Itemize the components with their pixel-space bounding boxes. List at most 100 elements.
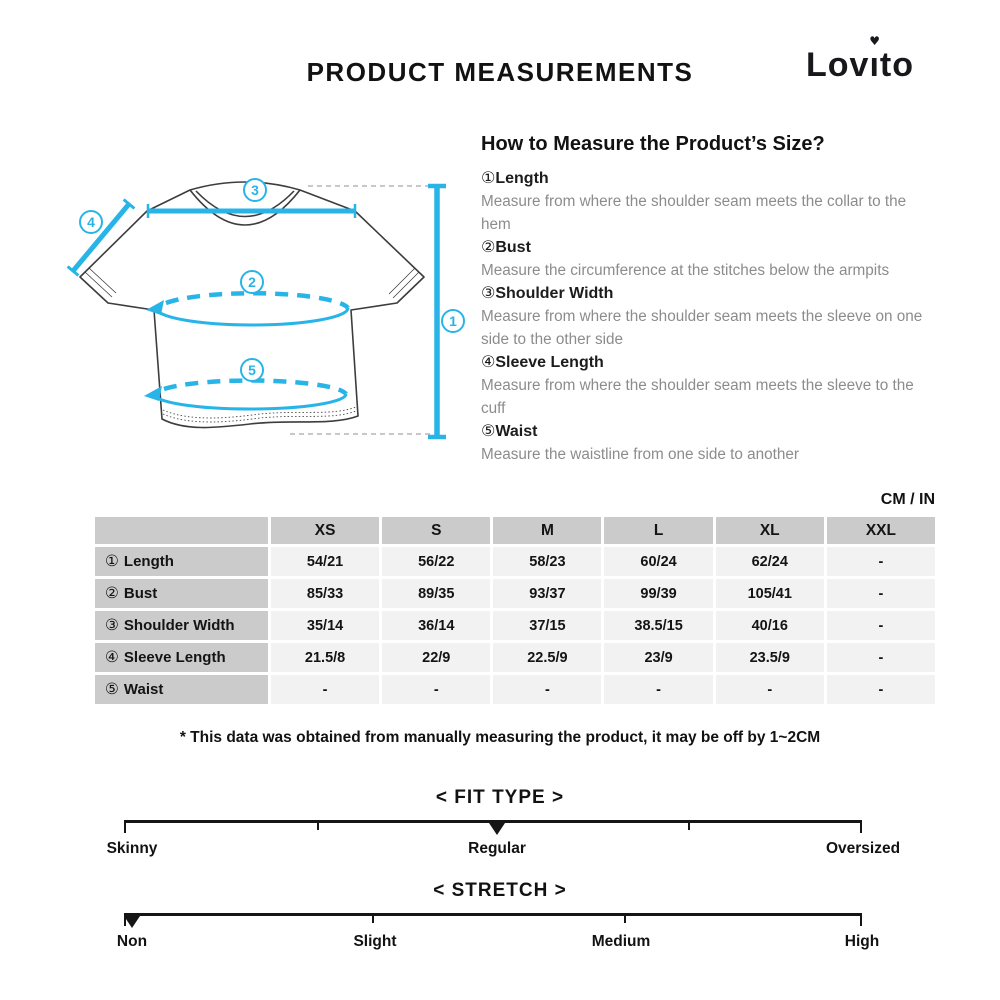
- cell-shoulder-s: 36/14: [382, 611, 491, 640]
- tshirt-outline: [79, 181, 425, 429]
- stretch-tick-medium: [624, 913, 626, 923]
- marker-waist: 5: [248, 362, 256, 378]
- fit-tick-three-quarter: [688, 820, 690, 830]
- howto-desc: Measure the circumference at the stitche…: [481, 262, 890, 279]
- column-header-xs: XS: [271, 517, 380, 544]
- howto-heading: How to Measure the Product’s Size?: [481, 133, 825, 155]
- units-label: CM / IN: [880, 491, 935, 508]
- cell-bust-xl: 105/41: [715, 579, 824, 608]
- marker-length: 1: [449, 313, 457, 329]
- fit-type-scale-line: [125, 820, 862, 823]
- column-header-s: S: [382, 517, 491, 544]
- circled-number: ③: [481, 285, 496, 302]
- cell-shoulder-xxl: -: [826, 611, 935, 640]
- measurement-marks: [66, 183, 446, 440]
- cell-sleeve-xxl: -: [826, 643, 935, 672]
- cell-shoulder-m: 37/15: [493, 611, 602, 640]
- fit-tick-left: [124, 820, 126, 833]
- stretch-tick-slight: [372, 913, 374, 923]
- fit-type-title: < FIT TYPE >: [435, 787, 565, 808]
- row-label-waist: ⑤ Waist: [95, 675, 268, 704]
- cell-length-xs: 54/21: [271, 547, 380, 576]
- cell-length-s: 56/22: [382, 547, 491, 576]
- fit-label-oversized: Oversized: [825, 840, 901, 857]
- stretch-scale-line: [125, 913, 862, 916]
- howto-item-shoulder-width: ③Shoulder Width Measure from where the s…: [481, 282, 939, 351]
- brand-logo-text: Lov: [806, 46, 870, 84]
- cell-waist-xl: -: [715, 675, 824, 704]
- hem-stitches: [162, 406, 357, 423]
- circled-number: ④: [105, 649, 119, 666]
- measurement-disclaimer: * This data was obtained from manually m…: [179, 729, 821, 746]
- cell-length-xl: 62/24: [715, 547, 824, 576]
- cuff-stitches: [84, 267, 420, 299]
- stretch-tick-right: [860, 913, 862, 926]
- column-header-xxl: XXL: [826, 517, 935, 544]
- stretch-label-medium: Medium: [591, 933, 651, 950]
- fit-tick-quarter: [317, 820, 319, 830]
- circled-number: ①: [481, 170, 496, 187]
- cell-length-m: 58/23: [493, 547, 602, 576]
- fit-tick-right: [860, 820, 862, 833]
- cell-bust-m: 93/37: [493, 579, 602, 608]
- cell-sleeve-xs: 21.5/8: [271, 643, 380, 672]
- stretch-label-non: Non: [116, 933, 148, 950]
- howto-desc: Measure from where the shoulder seam mee…: [481, 308, 923, 348]
- cell-sleeve-m: 22.5/9: [493, 643, 602, 672]
- circled-number: ⑤: [481, 423, 496, 440]
- marker-shoulder: 3: [251, 182, 259, 198]
- fit-type-marker: [489, 823, 505, 835]
- cell-sleeve-xl: 23.5/9: [715, 643, 824, 672]
- cell-shoulder-xs: 35/14: [271, 611, 380, 640]
- row-label-bust: ② Bust: [95, 579, 268, 608]
- cell-sleeve-s: 22/9: [382, 643, 491, 672]
- cell-sleeve-l: 23/9: [604, 643, 713, 672]
- cell-shoulder-xl: 40/16: [715, 611, 824, 640]
- circled-number: ③: [105, 617, 119, 634]
- page-title: PRODUCT MEASUREMENTS: [306, 57, 694, 87]
- fit-label-regular: Regular: [468, 840, 526, 857]
- heart-icon: ♥: [869, 34, 881, 48]
- table-corner-cell: [95, 517, 268, 544]
- cell-waist-xxl: -: [826, 675, 935, 704]
- circled-number: ②: [105, 585, 119, 602]
- row-label-sleeve-length: ④ Sleeve Length: [95, 643, 268, 672]
- circled-number: ②: [481, 239, 496, 256]
- howto-item-waist: ⑤Waist Measure the waistline from one si…: [481, 420, 939, 466]
- tshirt-measurement-diagram: 3 4 2 5 1: [66, 178, 465, 440]
- measurement-arrowheads: [144, 300, 164, 401]
- column-header-xl: XL: [715, 517, 824, 544]
- stretch-label-slight: Slight: [353, 933, 397, 950]
- cell-length-xxl: -: [826, 547, 935, 576]
- stretch-label-high: High: [844, 933, 880, 950]
- circled-number: ①: [105, 553, 119, 570]
- cell-waist-m: -: [493, 675, 602, 704]
- howto-desc: Measure the waistline from one side to a…: [481, 446, 800, 463]
- row-label-shoulder-width: ③ Shoulder Width: [95, 611, 268, 640]
- howto-desc: Measure from where the shoulder seam mee…: [481, 377, 914, 417]
- row-label-length: ① Length: [95, 547, 268, 576]
- circled-number: ④: [481, 354, 496, 371]
- howto-section: How to Measure the Product’s Size? ①Leng…: [481, 133, 939, 466]
- marker-sleeve: 4: [87, 214, 95, 230]
- brand-logo-i: ♥ ı: [869, 34, 881, 84]
- length-guide-dashes: [290, 185, 432, 435]
- marker-bust: 2: [248, 274, 256, 290]
- cell-waist-xs: -: [271, 675, 380, 704]
- cell-bust-l: 99/39: [604, 579, 713, 608]
- column-header-m: M: [493, 517, 602, 544]
- cell-bust-xs: 85/33: [271, 579, 380, 608]
- stretch-title: < STRETCH >: [433, 880, 567, 901]
- howto-desc: Measure from where the shoulder seam mee…: [481, 193, 907, 233]
- column-header-l: L: [604, 517, 713, 544]
- cell-waist-l: -: [604, 675, 713, 704]
- size-table: XS S M L XL XXL ① Length 54/21 56/22 58/2…: [95, 517, 935, 704]
- cell-waist-s: -: [382, 675, 491, 704]
- howto-item-sleeve-length: ④Sleeve Length Measure from where the sh…: [481, 351, 939, 420]
- cell-shoulder-l: 38.5/15: [604, 611, 713, 640]
- diagram-markers: 3 4 2 5 1: [79, 178, 465, 382]
- brand-logo: Lov ♥ ıto: [806, 34, 914, 84]
- fit-label-skinny: Skinny: [106, 840, 158, 857]
- cell-length-l: 60/24: [604, 547, 713, 576]
